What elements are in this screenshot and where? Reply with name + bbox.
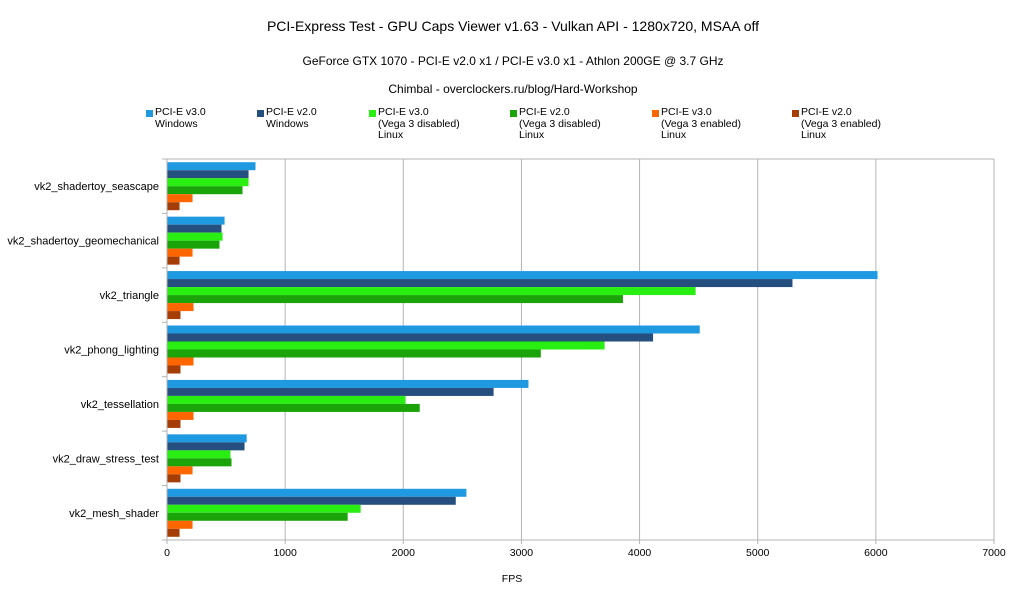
chart-subtitle-author: Chimbal - overclockers.ru/blog/Hard-Work… <box>388 82 638 96</box>
bar <box>167 512 348 521</box>
bar <box>167 528 180 537</box>
bar <box>167 450 231 459</box>
category-label: vk2_tessellation <box>81 399 159 411</box>
legend-label: PCI-E v3.0 (Vega 3 disabled) Linux <box>378 106 460 141</box>
x-tick-label: 3000 <box>510 547 534 559</box>
bar <box>167 240 220 249</box>
x-axis-label: FPS <box>502 573 522 585</box>
x-tick-label: 4000 <box>628 547 652 559</box>
legend-swatch <box>369 110 376 117</box>
legend-label: PCI-E v2.0 (Vega 3 disabled) Linux <box>519 106 601 141</box>
bar <box>167 325 700 334</box>
bar <box>167 333 654 342</box>
legend-label: PCI-E v3.0 (Vega 3 enabled) Linux <box>661 106 741 141</box>
legend-swatch <box>792 110 799 117</box>
bar <box>167 403 420 412</box>
legend-swatch <box>146 110 153 117</box>
x-tick-label: 5000 <box>746 547 770 559</box>
x-tick-label: 1000 <box>273 547 297 559</box>
bar <box>167 411 194 420</box>
x-tick-label: 2000 <box>392 547 416 559</box>
legend-swatch <box>510 110 517 117</box>
x-tick-label: 0 <box>164 547 170 559</box>
chart-subtitle: GeForce GTX 1070 - PCI-E v2.0 x1 / PCI-E… <box>302 54 724 68</box>
x-tick-label: 7000 <box>982 547 1006 559</box>
bar <box>167 434 247 443</box>
bar <box>167 466 193 475</box>
bar <box>167 162 256 171</box>
bar <box>167 419 181 428</box>
category-label: vk2_draw_stress_test <box>53 453 159 465</box>
category-label: vk2_phong_lighting <box>64 345 159 357</box>
legend-label: PCI-E v2.0 Windows <box>266 106 317 130</box>
bar <box>167 496 456 505</box>
category-label: vk2_triangle <box>100 290 159 302</box>
x-tick-label: 6000 <box>864 547 888 559</box>
bar <box>167 458 232 467</box>
bar <box>167 232 223 241</box>
bar <box>167 295 623 304</box>
bar <box>167 170 249 179</box>
bar <box>167 202 180 211</box>
bar <box>167 520 193 529</box>
bar <box>167 186 243 195</box>
bar <box>167 365 181 374</box>
bar <box>167 311 181 320</box>
bar <box>167 349 541 358</box>
legend-swatch <box>652 110 659 117</box>
legend-swatch <box>257 110 264 117</box>
bar <box>167 379 529 388</box>
legend-label: PCI-E v2.0 (Vega 3 enabled) Linux <box>801 106 881 141</box>
legend-label: PCI-E v3.0 Windows <box>155 106 206 130</box>
bar <box>167 256 180 265</box>
bar <box>167 387 494 396</box>
bar <box>167 504 361 513</box>
bar <box>167 303 194 312</box>
category-label: vk2_shadertoy_geomechanical <box>7 236 159 248</box>
bar <box>167 341 605 350</box>
bar <box>167 395 406 404</box>
bar <box>167 279 793 288</box>
chart-title: PCI-Express Test - GPU Caps Viewer v1.63… <box>266 18 760 34</box>
category-label: vk2_mesh_shader <box>69 508 159 520</box>
bar <box>167 224 222 233</box>
bar <box>167 357 194 366</box>
bar <box>167 216 225 225</box>
bar <box>167 194 193 203</box>
bar <box>167 271 878 280</box>
bar <box>167 474 181 483</box>
bar <box>167 442 245 451</box>
category-label: vk2_shadertoy_seascape <box>34 181 159 193</box>
bar <box>167 287 696 296</box>
bar <box>167 178 249 187</box>
bar <box>167 248 193 257</box>
bar <box>167 488 467 497</box>
